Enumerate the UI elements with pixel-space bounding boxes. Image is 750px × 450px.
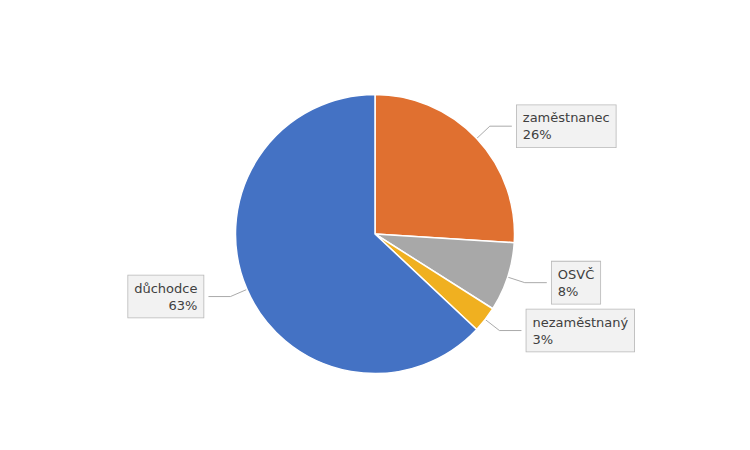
svg-text:8%: 8%: [558, 284, 579, 299]
svg-text:26%: 26%: [523, 127, 552, 142]
svg-text:63%: 63%: [169, 298, 198, 313]
svg-text:zaměstnanec: zaměstnanec: [523, 110, 610, 125]
svg-text:nezaměstnaný: nezaměstnaný: [532, 315, 628, 330]
svg-text:3%: 3%: [532, 332, 553, 347]
svg-text:OSVČ: OSVČ: [558, 267, 594, 282]
svg-text:důchodce: důchodce: [134, 281, 197, 296]
